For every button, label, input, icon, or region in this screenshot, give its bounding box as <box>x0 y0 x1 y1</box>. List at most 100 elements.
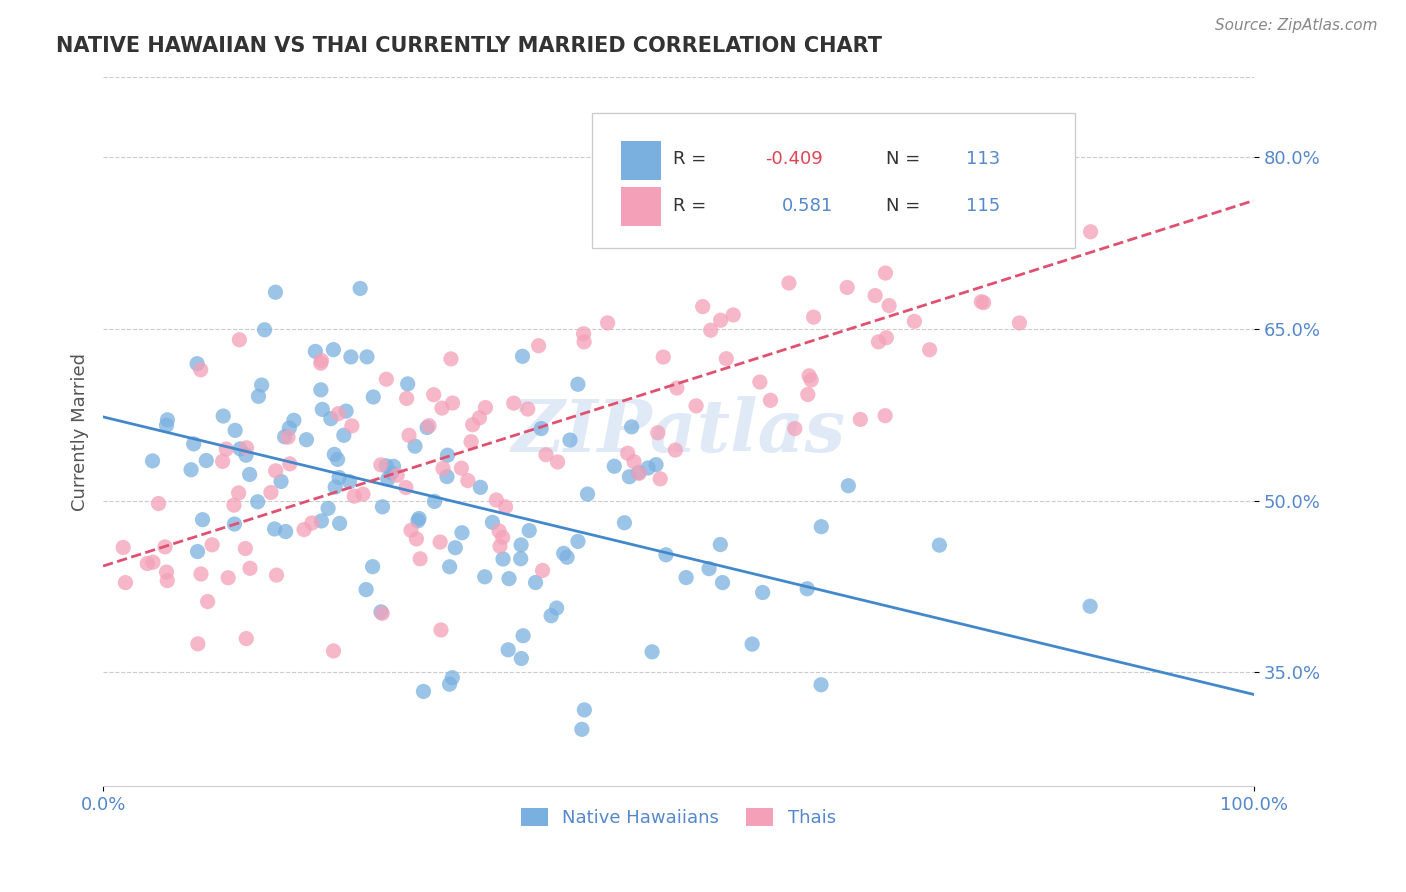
Thais <box>441 396 464 410</box>
Native Hawaiians <box>436 448 458 462</box>
Native Hawaiians <box>444 541 467 555</box>
FancyBboxPatch shape <box>621 187 661 227</box>
Native Hawaiians <box>404 439 426 453</box>
Thais <box>222 498 245 512</box>
Thais <box>918 343 941 357</box>
Thais <box>370 458 392 472</box>
Native Hawaiians <box>558 433 581 447</box>
Native Hawaiians <box>510 651 533 665</box>
Thais <box>650 472 672 486</box>
Thais <box>931 128 953 142</box>
Native Hawaiians <box>711 575 734 590</box>
Native Hawaiians <box>304 344 326 359</box>
Thais <box>875 331 897 345</box>
Native Hawaiians <box>751 585 773 599</box>
Native Hawaiians <box>810 519 832 533</box>
Y-axis label: Currently Married: Currently Married <box>72 353 89 511</box>
Native Hawaiians <box>309 383 332 397</box>
Thais <box>187 637 209 651</box>
Native Hawaiians <box>555 550 578 565</box>
Native Hawaiians <box>270 475 292 489</box>
Native Hawaiians <box>567 377 589 392</box>
Native Hawaiians <box>627 466 650 480</box>
Text: R =: R = <box>672 197 711 216</box>
Native Hawaiians <box>239 467 262 482</box>
Thais <box>647 425 669 440</box>
Thais <box>399 523 422 537</box>
Native Hawaiians <box>339 475 361 489</box>
Native Hawaiians <box>328 470 350 484</box>
Native Hawaiians <box>187 544 209 558</box>
Native Hawaiians <box>474 570 496 584</box>
Text: N =: N = <box>886 197 925 216</box>
Native Hawaiians <box>326 452 349 467</box>
Native Hawaiians <box>510 538 533 552</box>
Native Hawaiians <box>619 469 641 483</box>
Thais <box>723 308 745 322</box>
Thais <box>398 428 420 442</box>
Text: NATIVE HAWAIIAN VS THAI CURRENTLY MARRIED CORRELATION CHART: NATIVE HAWAIIAN VS THAI CURRENTLY MARRIE… <box>56 36 882 55</box>
Thais <box>485 493 508 508</box>
Native Hawaiians <box>928 538 950 552</box>
Thais <box>616 446 638 460</box>
Native Hawaiians <box>323 447 346 461</box>
Thais <box>235 441 257 455</box>
Text: N =: N = <box>886 150 925 168</box>
Native Hawaiians <box>377 472 399 486</box>
Native Hawaiians <box>709 537 731 551</box>
Native Hawaiians <box>496 642 519 657</box>
Thais <box>371 607 394 621</box>
Thais <box>527 339 550 353</box>
Native Hawaiians <box>381 466 404 480</box>
Thais <box>461 417 484 432</box>
Native Hawaiians <box>229 442 252 456</box>
Thais <box>868 334 890 349</box>
Thais <box>112 541 135 555</box>
Native Hawaiians <box>697 561 720 575</box>
Thais <box>748 375 770 389</box>
Native Hawaiians <box>416 420 439 434</box>
Thais <box>973 295 995 310</box>
Native Hawaiians <box>603 459 626 474</box>
Thais <box>759 393 782 408</box>
Text: 113: 113 <box>966 150 1001 168</box>
Thais <box>429 535 451 549</box>
Native Hawaiians <box>517 524 540 538</box>
Thais <box>387 468 409 483</box>
Thais <box>215 442 238 456</box>
Native Hawaiians <box>316 501 339 516</box>
Native Hawaiians <box>492 552 515 566</box>
Thais <box>292 523 315 537</box>
Thais <box>266 568 288 582</box>
Native Hawaiians <box>576 487 599 501</box>
Native Hawaiians <box>156 413 179 427</box>
Thais <box>492 531 515 545</box>
Native Hawaiians <box>370 605 392 619</box>
Native Hawaiians <box>361 390 384 404</box>
Thais <box>664 443 686 458</box>
Thais <box>547 455 569 469</box>
FancyBboxPatch shape <box>621 141 661 180</box>
Thais <box>628 467 651 481</box>
Native Hawaiians <box>637 461 659 475</box>
Native Hawaiians <box>191 513 214 527</box>
Native Hawaiians <box>620 420 643 434</box>
Thais <box>710 313 733 327</box>
Thais <box>797 368 820 383</box>
Native Hawaiians <box>837 479 859 493</box>
Native Hawaiians <box>155 418 177 433</box>
Native Hawaiians <box>180 463 202 477</box>
Native Hawaiians <box>319 411 342 425</box>
Native Hawaiians <box>186 357 208 371</box>
Thais <box>783 421 806 435</box>
Native Hawaiians <box>412 684 434 698</box>
Thais <box>375 372 398 386</box>
FancyBboxPatch shape <box>592 113 1076 248</box>
Native Hawaiians <box>371 500 394 514</box>
Native Hawaiians <box>141 454 163 468</box>
Native Hawaiians <box>246 495 269 509</box>
Native Hawaiians <box>283 413 305 427</box>
Thais <box>495 500 517 514</box>
Native Hawaiians <box>235 448 257 462</box>
Thais <box>197 594 219 608</box>
